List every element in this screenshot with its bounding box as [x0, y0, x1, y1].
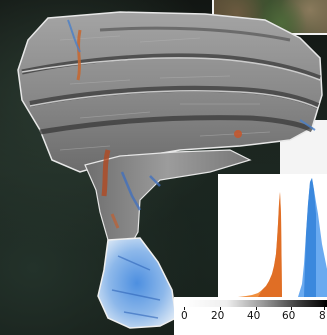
histogram-chart: [222, 178, 327, 297]
scan-lower-base: [97, 237, 177, 329]
blue-vein: [120, 171, 161, 211]
scan-middle-stem: [84, 149, 252, 247]
scale-tick: 8: [319, 310, 326, 322]
fracture-band: [21, 57, 321, 81]
orange-vein: [110, 213, 120, 229]
scale-tick: 60: [282, 310, 296, 322]
scale-bar-gradient: [184, 300, 327, 307]
fracture-band: [29, 90, 319, 109]
fracture-band: [99, 26, 291, 42]
orange-histogram: [222, 192, 282, 297]
histogram-panel: [218, 174, 327, 301]
blue-histogram: [298, 178, 327, 297]
orange-vein: [76, 29, 82, 81]
blue-vein: [67, 19, 316, 131]
fracture-band: [39, 115, 314, 135]
orange-vein: [101, 149, 111, 197]
scale-tick: 20: [211, 310, 225, 322]
fracture-band: [29, 85, 320, 109]
fracture-band: [21, 53, 321, 81]
scale-bar: 0 20 40 60 8: [174, 297, 327, 335]
scale-tick: 40: [247, 310, 261, 322]
scale-tick: 0: [181, 310, 188, 322]
